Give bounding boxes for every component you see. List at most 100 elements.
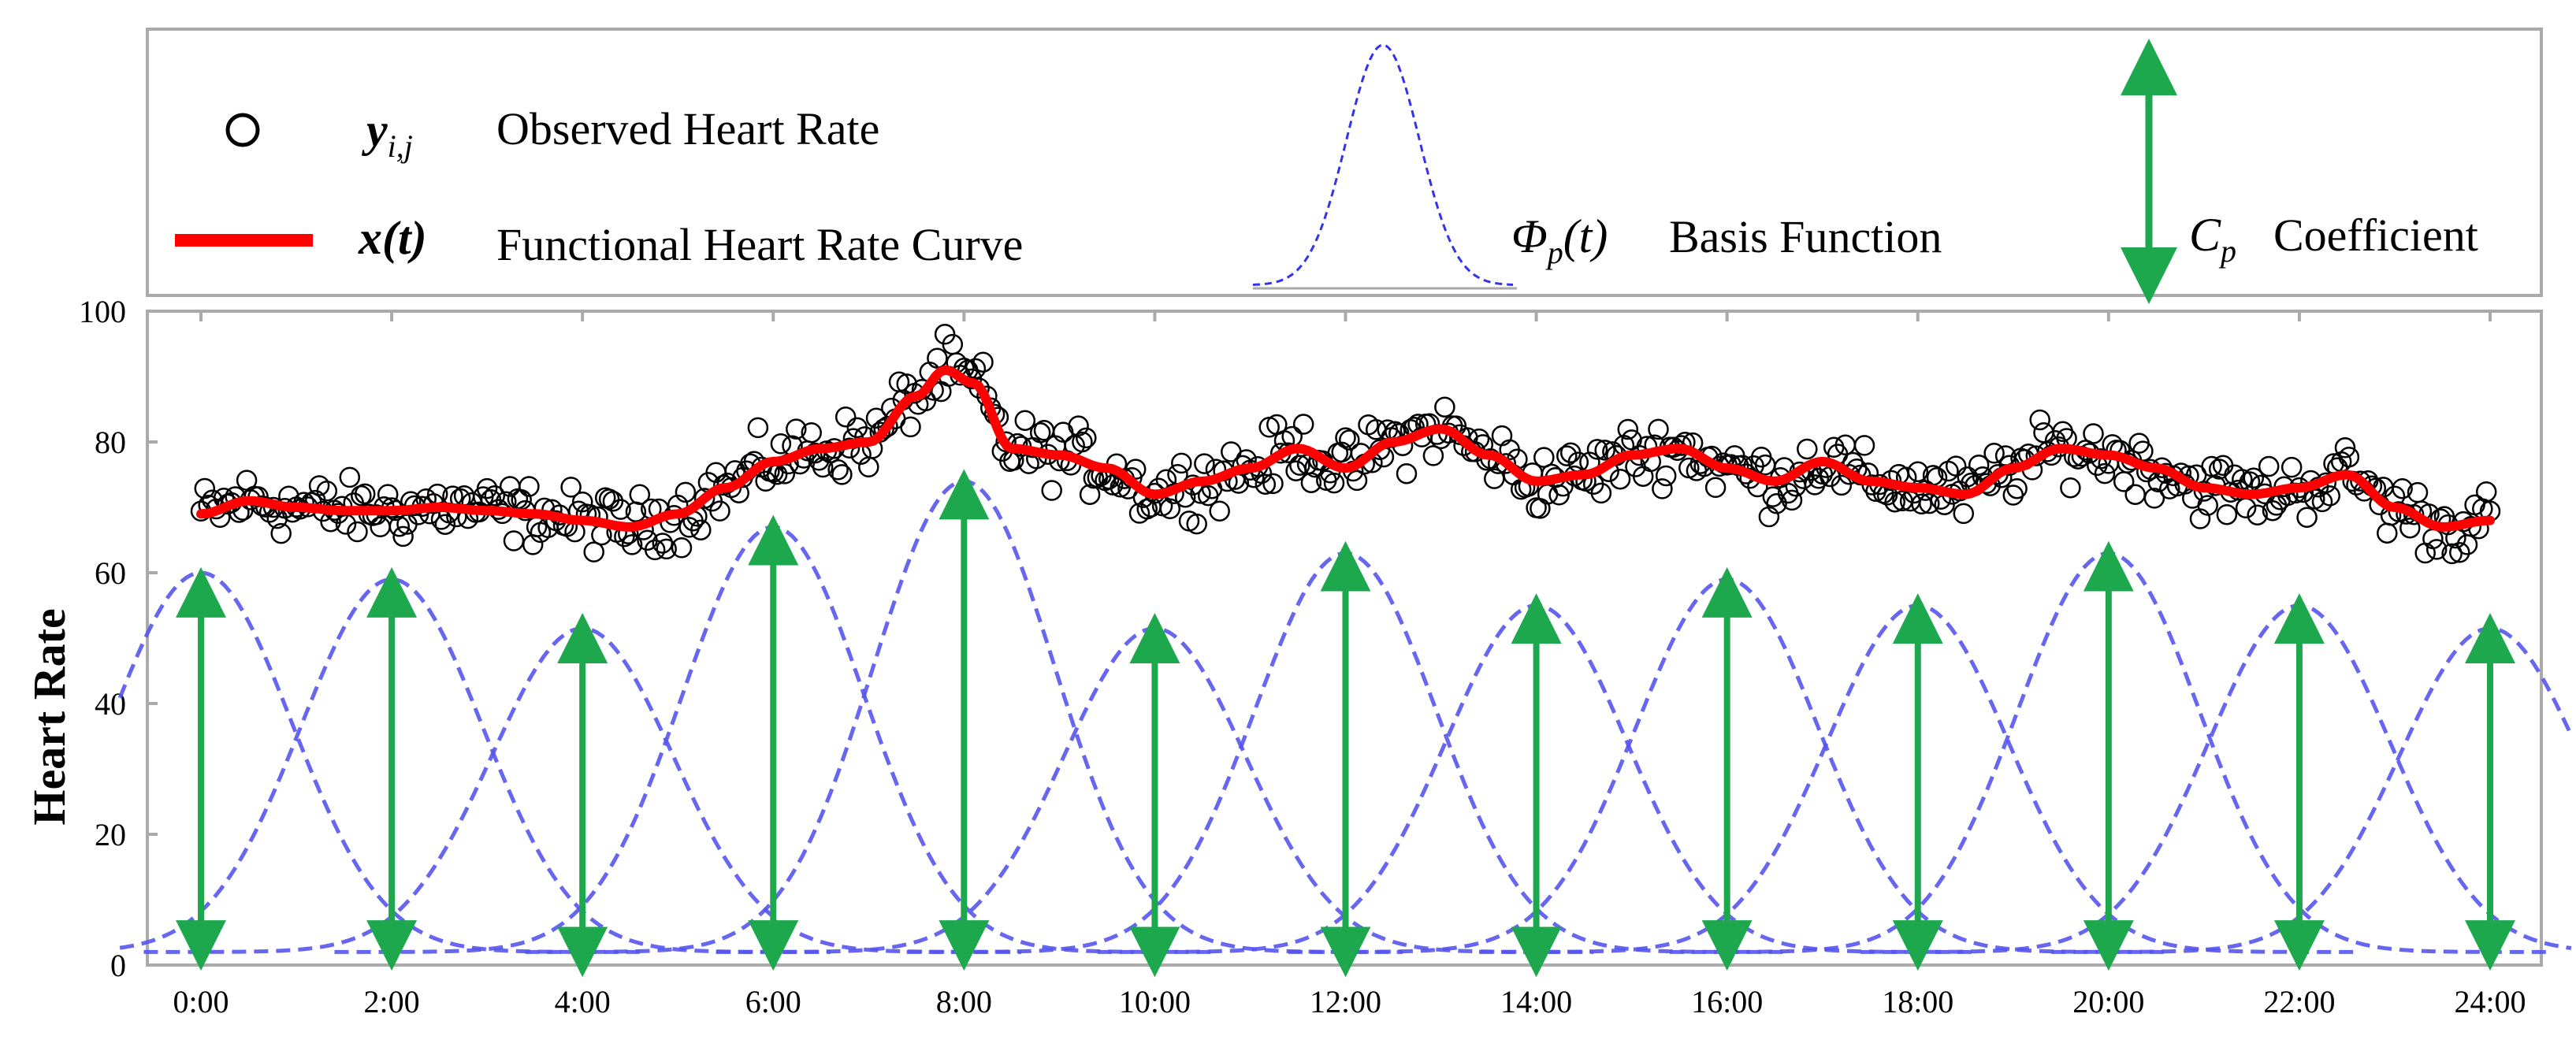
observed-point (835, 406, 857, 428)
legend-coefficient-label: Coefficient (2273, 210, 2478, 261)
observed-point (1808, 468, 1830, 489)
observed-point (1076, 427, 1097, 449)
observed-point (1323, 472, 1345, 494)
observed-point (1079, 484, 1101, 505)
observed-point (1335, 427, 1356, 448)
observed-point (900, 416, 921, 438)
observed-point (1556, 445, 1578, 466)
observed-point (1029, 422, 1051, 444)
observed-point (1652, 478, 1673, 499)
observed-point (2094, 462, 2116, 485)
observed-point (1396, 462, 1418, 485)
observed-point (2212, 455, 2234, 477)
observed-point (270, 522, 292, 544)
observed-point (1907, 461, 1929, 483)
observed-point (347, 521, 368, 543)
x-tick-label: 16:00 (1691, 984, 1763, 1019)
observed-point (675, 481, 697, 503)
observed-point (2247, 504, 2268, 525)
observed-point (571, 491, 593, 513)
observed-point (583, 541, 604, 562)
observed-point (2029, 409, 2050, 431)
coefficient-arrows (176, 469, 2515, 978)
observed-point (2266, 495, 2288, 516)
observed-point (354, 483, 376, 505)
observed-point (1758, 506, 1780, 528)
observed-point (801, 421, 822, 444)
x-tick-label: 24:00 (2454, 984, 2526, 1019)
observed-point (1983, 443, 2005, 464)
observed-point (2006, 477, 2028, 499)
observed-point (1041, 480, 1062, 501)
observed-point (1289, 455, 1310, 476)
observed-point (1609, 468, 1631, 490)
observed-point (1171, 452, 1192, 474)
observed-point (602, 491, 624, 512)
observed-point (1781, 489, 1803, 511)
observed-point (2113, 471, 2135, 492)
observed-point (972, 351, 994, 373)
functional-curve-group (196, 365, 2495, 532)
x-tick-label: 8:00 (936, 984, 992, 1019)
observed-point (388, 515, 411, 537)
observed-point (1911, 493, 1932, 515)
observed-point (1186, 513, 1207, 535)
observed-point (968, 377, 990, 399)
x-tick-label: 2:00 (364, 984, 420, 1019)
observed-point (1194, 453, 1215, 474)
observed-point (2422, 528, 2444, 550)
x-tick-label: 6:00 (745, 984, 801, 1019)
observed-point (610, 499, 631, 520)
observed-point (2216, 503, 2238, 525)
observed-point (747, 417, 769, 439)
observed-point (503, 530, 525, 551)
observed-point (831, 464, 853, 485)
legend: yi,j Observed Heart Rate x(t) Functional… (146, 28, 2543, 304)
observed-point (519, 476, 540, 497)
observed-point (995, 431, 1017, 453)
observed-point (2132, 440, 2154, 462)
observed-point (598, 488, 620, 510)
observed-point (2124, 484, 2146, 505)
observed-point (1797, 438, 1818, 460)
observed-point (484, 485, 506, 507)
observed-point (2060, 477, 2081, 499)
x-tick-label: 10:00 (1119, 984, 1191, 1019)
y-tick-label: 60 (95, 555, 126, 591)
observed-point (1594, 440, 1615, 461)
observed-point (476, 477, 498, 499)
observed-point (2456, 534, 2478, 555)
observed-point (194, 477, 216, 499)
basis-function-curve (1860, 603, 2572, 954)
observed-point (1548, 485, 1570, 506)
observed-point (629, 484, 651, 506)
observed-point (1884, 491, 1905, 513)
observed-point (2262, 499, 2284, 522)
observed-point (2425, 539, 2448, 560)
observed-point (1648, 418, 1669, 440)
observed-point (434, 514, 456, 535)
legend-basis-curve (1252, 43, 1514, 286)
x-tick-label: 4:00 (555, 984, 611, 1019)
y-tick-label: 0 (110, 948, 126, 983)
observed-point (560, 477, 582, 498)
legend-observed-label: Observed Heart Rate (496, 103, 879, 154)
observed-point (656, 538, 677, 560)
observed-point (1704, 477, 1727, 499)
observed-point (2449, 542, 2470, 563)
observed-point (2399, 517, 2421, 539)
observed-point (965, 358, 987, 380)
observed-point (316, 481, 338, 502)
observed-point (1209, 500, 1230, 522)
observed-point (2334, 437, 2356, 459)
observed-point (1300, 472, 1322, 493)
observed-point (1495, 453, 1517, 474)
observed-point (1831, 474, 1853, 496)
observed-point (1422, 445, 1444, 466)
observed-point (2377, 522, 2398, 544)
y-axis-label: Heart Rate (24, 608, 75, 825)
observed-point (2441, 543, 2463, 565)
x-tick-label: 14:00 (1500, 984, 1572, 1019)
legend-curve-label: Functional Heart Rate Curve (496, 219, 1023, 270)
observed-point (1072, 431, 1093, 453)
